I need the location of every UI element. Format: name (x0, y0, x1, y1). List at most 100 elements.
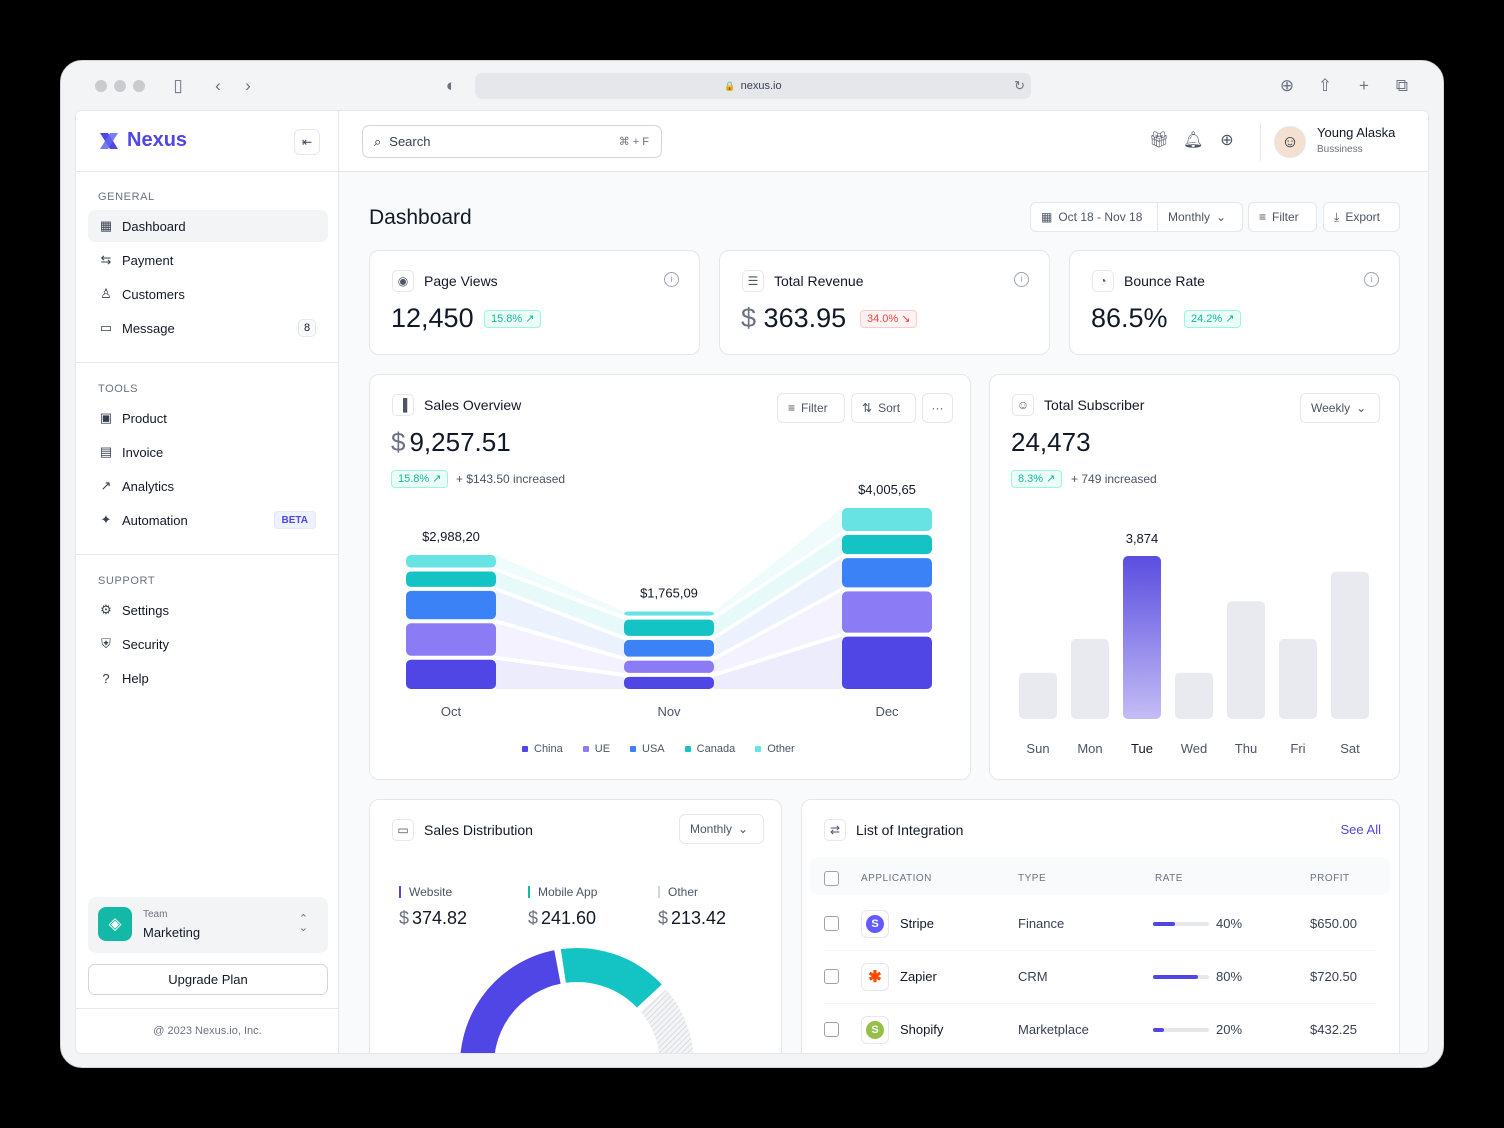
gift-icon[interactable]: 🎁︎ (1149, 132, 1170, 149)
shield-icon[interactable]: ◐ (445, 76, 457, 95)
back-icon[interactable]: ‹ (215, 76, 221, 95)
sort-button[interactable]: ⇅ Sort (851, 393, 916, 423)
legend-item[interactable]: China (522, 743, 563, 755)
reload-icon[interactable]: ↻ (1014, 78, 1025, 93)
bell-icon[interactable]: 🔔︎ (1183, 132, 1204, 149)
bar-segment-china[interactable] (842, 636, 932, 689)
date-range-picker[interactable]: ▦ Oct 18 - Nov 18 (1030, 202, 1158, 232)
main-content: Dashboard ▦ Oct 18 - Nov 18 Monthly ⌄ ≡ Fil… (339, 172, 1428, 1054)
column-header[interactable]: PROFIT (1310, 873, 1350, 884)
search-input[interactable]: ⌕ Search ⌘ + F (362, 125, 662, 158)
subscriber-chart: Sun Mon Tue 3,874 Wed Thu Fri Sat (1019, 531, 1369, 756)
info-icon[interactable]: i (1014, 272, 1029, 287)
sidebar-item-product[interactable]: ▣ Product (88, 402, 328, 434)
period-select[interactable]: Weekly ⌄ (1300, 393, 1380, 423)
column-header[interactable]: RATE (1155, 873, 1183, 884)
sidebar-item-settings[interactable]: ⚙ Settings (88, 594, 328, 626)
see-all-link[interactable]: See All (1340, 822, 1381, 837)
tabs-overview-icon[interactable]: ⧉ (1395, 76, 1409, 95)
download-icon[interactable]: ⊕ (1279, 76, 1295, 95)
bar-segment-china[interactable] (406, 659, 496, 689)
bar-segment-other[interactable] (406, 554, 496, 568)
bar-segment-usa[interactable] (624, 639, 714, 657)
message-icon: ▭ (99, 320, 113, 335)
donut-slice-mobile-app[interactable] (558, 946, 665, 1011)
info-icon[interactable]: i (1364, 272, 1379, 287)
sidebar-item-payment[interactable]: ⇆ Payment (88, 244, 328, 276)
address-bar[interactable]: 🔒 nexus.io ↻ (475, 73, 1031, 99)
arrow-up-right-icon: ↗ (432, 473, 442, 485)
share-icon[interactable]: ⇧ (1317, 76, 1333, 95)
bar-thu[interactable] (1227, 601, 1265, 719)
legend-item[interactable]: Canada (684, 743, 735, 755)
kpi-value: 12,450 (391, 303, 474, 333)
sidebar-item-message[interactable]: ▭ Message 8 (88, 312, 328, 344)
filter-button[interactable]: ≡ Filter (777, 393, 845, 423)
period-select[interactable]: Monthly ⌄ (1157, 202, 1243, 232)
legend-item[interactable]: Other (755, 743, 795, 755)
bar-segment-canada[interactable] (406, 571, 496, 587)
distribution-amount: 241.60 (541, 908, 597, 928)
sidebar-item-dashboard[interactable]: ▦ Dashboard (88, 210, 328, 242)
bar-segment-canada[interactable] (842, 535, 932, 555)
flow-connector (714, 558, 842, 657)
stripe-icon: S (861, 910, 889, 938)
x-axis-label: Dec (875, 704, 899, 719)
donut-slice-other[interactable] (637, 986, 696, 1054)
sidebar-item-automation[interactable]: ✦ Automation BETA (88, 504, 328, 536)
bar-segment-ue[interactable] (842, 591, 932, 633)
sidebar-item-customers[interactable]: ♙ Customers (88, 278, 328, 310)
bar-segment-usa[interactable] (842, 558, 932, 588)
profit-value: $720.50 (1310, 969, 1357, 984)
upgrade-plan-button[interactable]: Upgrade Plan (88, 964, 328, 995)
more-options-button[interactable]: ··· (922, 393, 953, 423)
row-checkbox[interactable] (824, 969, 839, 984)
bar-segment-usa[interactable] (406, 590, 496, 620)
select-all-checkbox[interactable] (824, 871, 839, 886)
bar-fri[interactable] (1279, 639, 1317, 719)
bar-segment-china[interactable] (624, 676, 714, 689)
flow-connector (714, 636, 842, 689)
sidebar-item-analytics[interactable]: ↗ Analytics (88, 470, 328, 502)
collapse-sidebar-button[interactable]: ⇤ (294, 129, 320, 155)
column-header[interactable]: TYPE (1018, 873, 1047, 884)
donut-slice-website[interactable] (458, 947, 563, 1054)
export-button[interactable]: ⤓ Export (1323, 202, 1400, 232)
page-title: Dashboard (369, 206, 472, 229)
sidebar-item-invoice[interactable]: ▤ Invoice (88, 436, 328, 468)
legend-label: China (534, 743, 563, 755)
bar-sun[interactable] (1019, 672, 1057, 719)
row-checkbox[interactable] (824, 1022, 839, 1037)
brand-logo[interactable]: Nexus (98, 129, 187, 152)
legend-item[interactable]: UE (582, 743, 610, 755)
sidebar-toggle-icon[interactable]: ▯ (173, 76, 183, 95)
increase-text: + 749 increased (1071, 472, 1157, 486)
bar-segment-ue[interactable] (406, 623, 496, 656)
sidebar-item-help[interactable]: ? Help (88, 662, 328, 694)
filter-button[interactable]: ≡ Filter (1248, 202, 1317, 232)
gauge-icon: ◔ (1092, 270, 1114, 292)
bar-mon[interactable] (1071, 639, 1109, 719)
sidebar-item-security[interactable]: ⛨ Security (88, 628, 328, 660)
window-controls[interactable] (95, 80, 145, 92)
add-circle-icon[interactable]: ⊕ (1220, 132, 1234, 149)
arrow-up-right-icon: ↗ (525, 313, 535, 325)
row-checkbox[interactable] (824, 916, 839, 931)
legend-item[interactable]: USA (630, 743, 665, 755)
period-select[interactable]: Monthly ⌄ (679, 814, 764, 844)
new-tab-icon[interactable]: + (1359, 76, 1369, 95)
bar-segment-ue[interactable] (624, 660, 714, 673)
team-switcher[interactable]: ◈ Team Marketing ⌃ ⌄ (88, 897, 328, 953)
bar-segment-other[interactable] (624, 611, 714, 616)
user-name[interactable]: Young Alaska (1317, 125, 1396, 140)
forward-icon[interactable]: › (245, 76, 251, 95)
bar-tue[interactable] (1123, 556, 1161, 719)
bar-sat[interactable] (1331, 571, 1369, 719)
bar-segment-canada[interactable] (624, 619, 714, 636)
column-header[interactable]: APPLICATION (861, 873, 932, 884)
sidebar-item-label: Message (122, 320, 175, 336)
bar-segment-other[interactable] (842, 508, 932, 532)
info-icon[interactable]: i (664, 272, 679, 287)
avatar[interactable]: ☺ (1274, 126, 1306, 158)
bar-wed[interactable] (1175, 672, 1213, 719)
